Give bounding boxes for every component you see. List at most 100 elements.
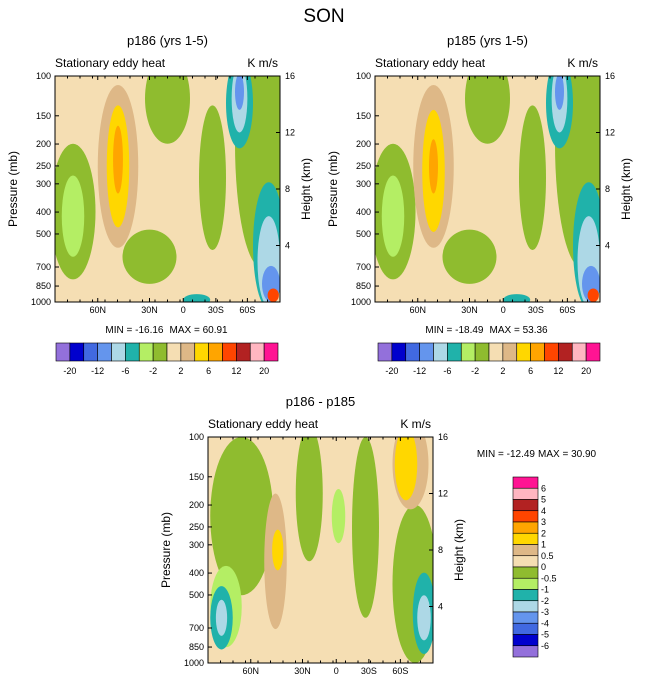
chart-units-label: K m/s [567,56,598,70]
contour-region [295,437,323,562]
colorbar-swatch [512,589,539,602]
y-right-tick-label: 12 [438,489,448,499]
colorbar-swatch [512,476,539,489]
y-right-tick-label: 16 [285,71,295,81]
x-tick-label: 30N [294,666,311,676]
colorbar-tick-label: 2 [178,366,183,376]
chart-units-label: K m/s [247,56,278,70]
y-right-axis-label: Height (km) [452,519,466,581]
min-label: MIN = -12.49 [477,449,536,460]
y-tick-label: 850 [36,281,51,291]
colorbar-tick-label: 20 [581,366,591,376]
y-tick-label: 300 [356,179,371,189]
y-right-tick-label: 12 [285,128,295,138]
colorbar-tick-label: 20 [259,366,269,376]
colorbar-swatch [249,342,265,362]
x-tick-label: 30S [208,305,224,315]
colorbar-tick-label: -2 [149,366,157,376]
colorbar-tick-label: 0.5 [541,551,554,561]
contour-field [208,437,433,663]
x-tick-label: 30N [461,305,478,315]
y-right-tick-label: 4 [438,602,443,612]
colorbar-swatch [488,342,504,362]
contour-region [267,288,279,302]
colorbar-swatch [530,342,545,362]
colorbar-swatch [69,342,85,362]
contour-region [235,76,244,110]
y-tick-label: 850 [356,281,371,291]
y-axis-label: Pressure (mb) [326,151,340,227]
y-tick-label: 250 [189,522,204,532]
y-right-tick-label: 8 [605,184,610,194]
y-tick-label: 150 [36,111,51,121]
colorbar: -20 -12 -6 -2 2 6 12 20 [377,342,601,376]
y-tick-label: 250 [36,161,51,171]
y-tick-label: 500 [356,229,371,239]
colorbar-swatch [512,521,539,534]
y-right-tick-label: 8 [438,545,443,555]
colorbar-tick-label: -12 [91,366,104,376]
x-tick-label: 60N [242,666,259,676]
y-tick-label: 1000 [31,297,51,307]
colorbar-swatch [208,342,223,362]
colorbar-tick-label: 5 [541,495,546,505]
contour-field [375,76,600,302]
contour-region [61,175,85,257]
colorbar-swatch [97,342,112,362]
x-tick-label: 60N [409,305,426,315]
y-tick-label: 200 [356,139,371,149]
x-tick-label: 30S [361,666,377,676]
y-right-tick-label: 4 [605,241,610,251]
colorbar-swatch [571,342,587,362]
colorbar-tick-label: -20 [385,366,398,376]
contour-region [145,76,190,144]
colorbar-tick-label: -0.5 [541,573,557,583]
colorbar-swatch [474,342,490,362]
colorbar-tick-label: -20 [63,366,76,376]
contour-region [394,437,418,501]
colorbar-swatch [512,600,539,613]
colorbar-swatch [447,342,462,362]
contour-region [199,105,226,251]
colorbar-tick-label: -1 [541,585,549,595]
x-tick-label: 60S [239,305,255,315]
colorbar-swatch [433,342,448,362]
contour-region [122,229,177,284]
y-tick-label: 700 [189,623,204,633]
contour-region [555,76,564,110]
chart-panel-1: p186 (yrs 1-5) Stationary eddy heat K m/s 1… [6,33,313,376]
y-tick-label: 500 [189,590,204,600]
contour-region [465,76,510,144]
x-tick-label: 0 [501,305,506,315]
y-tick-label: 150 [356,111,371,121]
colorbar-tick-label: 12 [231,366,241,376]
y-axis-label: Pressure (mb) [6,151,20,227]
colorbar-swatch [512,499,539,512]
colorbar-tick-label: -2 [541,596,549,606]
y-tick-label: 250 [356,161,371,171]
contour-region [210,437,274,596]
colorbar-tick-label: -3 [541,607,549,617]
y-tick-label: 700 [36,262,51,272]
y-right-tick-label: 16 [438,432,448,442]
colorbar-swatch [512,622,539,635]
colorbar-tick-label: 6 [541,483,546,493]
contour-region [503,294,531,302]
colorbar-tick-label: -12 [413,366,426,376]
colorbar-swatch [405,342,420,362]
colorbar-swatch [391,342,407,362]
y-tick-label: 300 [36,179,51,189]
colorbar-swatch [516,342,531,362]
y-right-tick-label: 16 [605,71,615,81]
colorbar-swatch [512,510,539,523]
colorbar-swatch [138,342,154,362]
colorbar-swatch [502,342,518,362]
y-tick-label: 1000 [184,658,204,668]
y-tick-label: 150 [189,472,204,482]
contour-field [55,76,280,302]
colorbar-tick-label: 12 [553,366,563,376]
colorbar-tick-label: 3 [541,517,546,527]
chart-title: p186 - p185 [286,394,355,409]
colorbar-tick-label: -6 [443,366,451,376]
